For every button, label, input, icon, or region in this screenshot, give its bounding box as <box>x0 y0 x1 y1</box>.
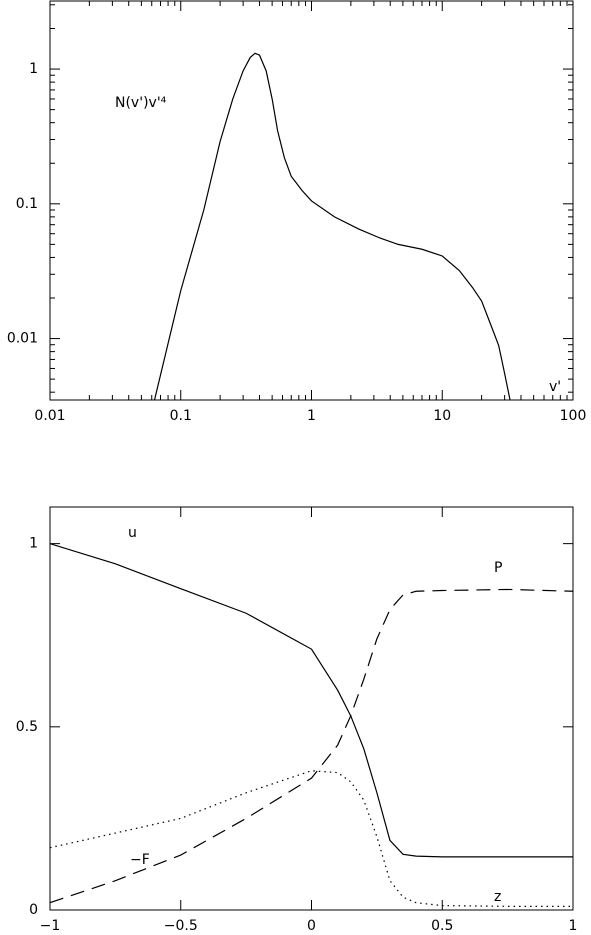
y-tick-label: 0.1 <box>16 196 38 212</box>
series-line <box>153 52 511 400</box>
y-tick-label: 0 <box>29 902 38 918</box>
series-label: −F <box>130 852 150 868</box>
x-tick-label: 1 <box>569 918 578 934</box>
x-tick-label: 0.1 <box>170 408 192 424</box>
annotation: z <box>494 889 501 905</box>
series-label: u <box>128 525 137 541</box>
y-tick-label: 1 <box>29 61 38 77</box>
x-tick-label: −0.5 <box>164 918 198 934</box>
x-tick-label: 0 <box>307 918 316 934</box>
y-axis-label: N(v')v'⁴ <box>115 95 167 111</box>
y-tick-label: 0.5 <box>16 719 38 735</box>
y-tick-label: 1 <box>29 536 38 552</box>
x-axis-label: v' <box>549 379 561 395</box>
x-tick-label: 0.5 <box>431 918 453 934</box>
series-label: P <box>494 560 502 576</box>
series-line <box>50 588 573 904</box>
series-line <box>50 543 573 858</box>
x-tick-label: 1 <box>307 408 316 424</box>
x-tick-label: 100 <box>560 408 587 424</box>
x-tick-label: −1 <box>40 918 61 934</box>
y-tick-label: 0.01 <box>7 331 38 347</box>
x-tick-label: 10 <box>433 408 451 424</box>
series-line <box>50 770 573 907</box>
x-tick-label: 0.01 <box>34 408 65 424</box>
